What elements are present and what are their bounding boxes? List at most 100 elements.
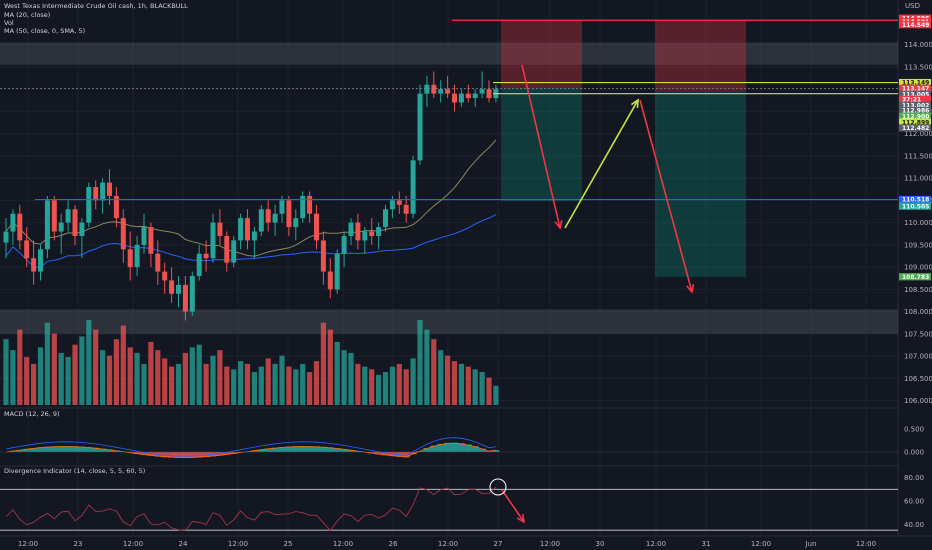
volume-bar-34 xyxy=(238,361,244,405)
volume-bar-52 xyxy=(362,366,368,405)
candle-body-33 xyxy=(231,240,237,263)
volume-bar-8 xyxy=(58,352,64,405)
macd-hist-9 xyxy=(64,446,72,452)
arrow-down-2-shaft xyxy=(639,99,693,293)
candle-body-23 xyxy=(162,271,168,281)
macd-hist-8 xyxy=(57,446,65,452)
macd-hist-63 xyxy=(437,443,445,452)
candle-body-27 xyxy=(189,276,195,312)
candle-body-0 xyxy=(3,231,9,243)
macd-hist-42 xyxy=(292,446,300,452)
candle-body-21 xyxy=(148,227,154,254)
candle-body-69 xyxy=(479,89,485,94)
div-tick-0: 80.00 xyxy=(904,474,924,482)
time-tick-10: 12:00 xyxy=(540,540,560,548)
volume-bar-11 xyxy=(79,336,85,405)
price-tick-1: 113.500 xyxy=(904,63,932,71)
candle-body-58 xyxy=(403,204,409,214)
macd-hist-70 xyxy=(485,451,493,452)
price-tag-2: 114.549 xyxy=(902,22,929,29)
candle-body-8 xyxy=(58,222,64,232)
volume-bar-12 xyxy=(86,320,92,405)
price-tag-8: 112.986 xyxy=(902,108,929,115)
candle-body-17 xyxy=(120,218,126,250)
macd-hist-43 xyxy=(299,446,307,452)
macd-hist-47 xyxy=(326,447,334,452)
macd-hist-23 xyxy=(161,452,169,458)
price-tick-14: 107.000 xyxy=(904,353,932,361)
arrow-down-1-head xyxy=(554,220,563,230)
candle-body-56 xyxy=(389,200,395,210)
candle-body-9 xyxy=(65,209,71,223)
levels[interactable] xyxy=(0,19,898,201)
arrow-down-2-head xyxy=(686,283,695,294)
divergence-pane xyxy=(0,478,898,532)
candle-body-31 xyxy=(217,222,223,236)
macd-tick-0: 0.500 xyxy=(904,426,924,434)
price-tag-bg-8 xyxy=(899,106,931,115)
price-tag-5: 113.005 xyxy=(902,91,929,98)
candle-body-35 xyxy=(245,218,250,241)
price-tick-13: 107.500 xyxy=(904,330,932,338)
volume-bar-1 xyxy=(10,350,16,405)
macd-hist-66 xyxy=(457,443,465,452)
position-boxes[interactable] xyxy=(501,20,746,277)
volume-bar-59 xyxy=(410,358,416,405)
price-tick-11: 108.500 xyxy=(904,286,932,294)
candle-body-29 xyxy=(203,253,209,259)
volume-bar-53 xyxy=(369,369,375,405)
macd-hist-32 xyxy=(223,452,231,455)
volume-bar-21 xyxy=(148,341,154,405)
macd-hist-20 xyxy=(140,452,148,455)
time-tick-14: 12:00 xyxy=(751,540,771,548)
candle-body-28 xyxy=(196,253,202,276)
divergence-marker xyxy=(489,478,507,496)
short-box-1-risk xyxy=(501,20,582,89)
candle-body-65 xyxy=(452,93,457,103)
arrow-divergence-head xyxy=(516,513,526,524)
candle-body-14 xyxy=(100,182,106,201)
candle-body-54 xyxy=(376,227,382,236)
macd-hist-33 xyxy=(230,452,238,454)
arrows[interactable] xyxy=(501,64,695,524)
volume-bar-15 xyxy=(106,355,113,405)
volume-bar-55 xyxy=(382,372,389,405)
volume-bar-23 xyxy=(162,358,168,405)
macd-hist-71 xyxy=(492,449,500,452)
volume-bar-27 xyxy=(189,347,195,405)
volume-bar-44 xyxy=(307,372,313,405)
macd-hist-48 xyxy=(333,448,341,452)
macd-hist-46 xyxy=(319,446,327,452)
time-tick-15: Jun xyxy=(805,540,817,548)
candle-body-19 xyxy=(134,244,140,268)
macd-hist-67 xyxy=(464,444,472,452)
price-tag-6: 37:21 xyxy=(902,97,921,104)
legend-ma20: MA (20, close) xyxy=(4,11,50,19)
time-tick-4: 12:00 xyxy=(228,540,248,548)
macd-hist-58 xyxy=(402,452,410,458)
short-box-2-risk xyxy=(655,20,746,92)
macd-hist-28 xyxy=(195,452,203,458)
candle-body-64 xyxy=(445,89,451,94)
volume-bar-42 xyxy=(293,369,299,405)
macd-hist-53 xyxy=(368,452,376,454)
candle-body-39 xyxy=(272,213,278,223)
price-tick-16: 106.000 xyxy=(904,397,932,405)
volume-bar-69 xyxy=(479,372,485,405)
macd-hist-64 xyxy=(444,442,452,452)
volume-bar-68 xyxy=(472,369,478,405)
price-tag-10: 112.899 xyxy=(902,119,929,126)
candle-body-57 xyxy=(396,200,402,205)
macd-hist-62 xyxy=(430,445,438,452)
price-tag-3: 113.149 xyxy=(902,80,929,87)
volume-bar-60 xyxy=(417,320,423,405)
macd-hist-27 xyxy=(188,452,196,458)
volume-bar-35 xyxy=(244,363,251,405)
time-tick-0: 12:00 xyxy=(18,540,38,548)
volume-bar-6 xyxy=(44,322,50,405)
volume-bar-54 xyxy=(376,374,382,405)
candle-body-16 xyxy=(113,195,119,219)
candle-body-24 xyxy=(169,280,175,294)
